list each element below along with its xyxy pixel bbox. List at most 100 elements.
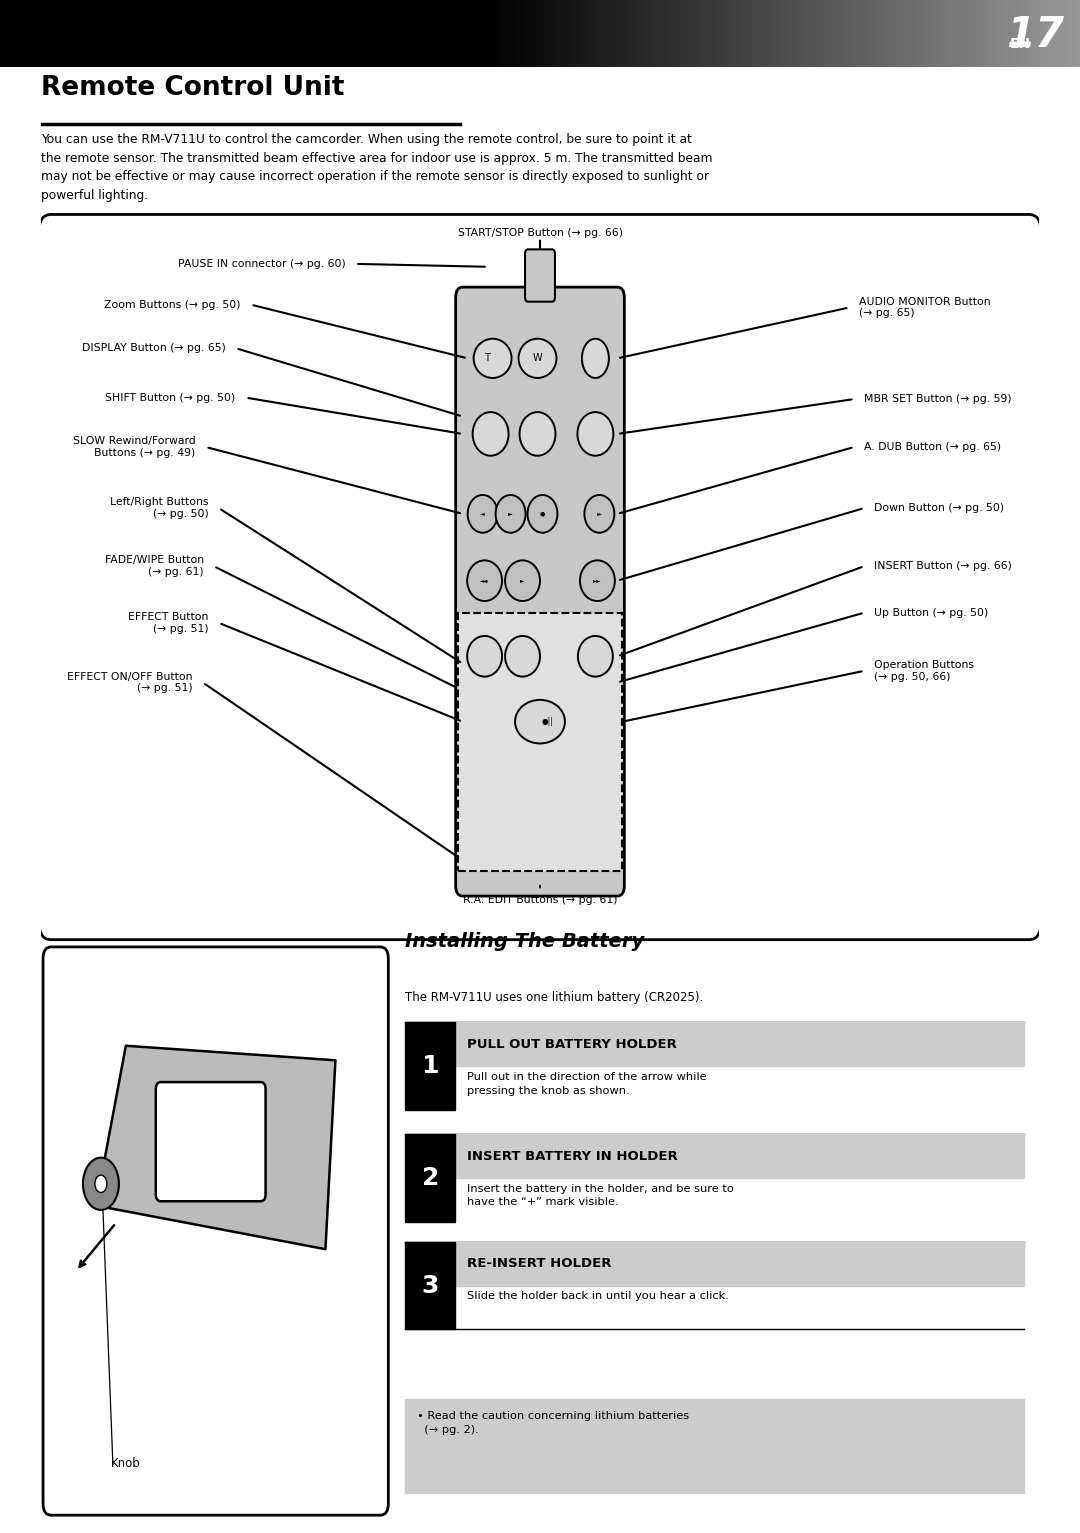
Bar — [1029, 0, 1035, 67]
Bar — [405, 1242, 455, 1329]
Text: INSERT BATTERY IN HOLDER: INSERT BATTERY IN HOLDER — [468, 1150, 678, 1162]
FancyBboxPatch shape — [39, 215, 1041, 940]
Bar — [875, 0, 879, 67]
Bar — [327, 0, 333, 67]
Bar — [630, 0, 635, 67]
Bar — [392, 0, 397, 67]
Bar — [634, 0, 638, 67]
Ellipse shape — [584, 495, 615, 533]
Bar — [1012, 0, 1016, 67]
Bar — [130, 0, 134, 67]
Text: ►: ► — [509, 512, 513, 517]
Bar — [25, 0, 30, 67]
Bar — [986, 0, 991, 67]
Bar — [504, 0, 509, 67]
Text: 1: 1 — [421, 1055, 438, 1078]
Bar — [785, 0, 789, 67]
Bar — [288, 0, 293, 67]
Bar — [11, 0, 15, 67]
Bar — [1069, 0, 1074, 67]
Bar — [302, 0, 307, 67]
Bar — [688, 0, 692, 67]
Text: INSERT Button (→ pg. 66): INSERT Button (→ pg. 66) — [875, 561, 1012, 572]
Bar — [694, 0, 700, 67]
Bar — [594, 0, 598, 67]
Bar — [180, 0, 185, 67]
Text: 17: 17 — [1005, 14, 1064, 57]
Bar — [432, 0, 436, 67]
Bar — [702, 0, 706, 67]
Bar — [921, 0, 927, 67]
Bar — [813, 0, 819, 67]
Bar — [818, 0, 822, 67]
Bar — [137, 0, 141, 67]
Bar — [51, 0, 55, 67]
Bar — [1058, 0, 1063, 67]
Bar — [572, 0, 577, 67]
Bar — [306, 0, 311, 67]
Bar — [54, 0, 58, 67]
Bar — [821, 0, 825, 67]
Bar — [872, 0, 876, 67]
Bar — [295, 0, 300, 67]
Bar — [446, 0, 451, 67]
Text: A. DUB Button (→ pg. 65): A. DUB Button (→ pg. 65) — [864, 442, 1001, 452]
FancyBboxPatch shape — [525, 250, 555, 302]
Bar — [405, 1023, 455, 1110]
Bar — [65, 0, 69, 67]
Bar — [133, 0, 138, 67]
Text: Zoom Buttons (→ pg. 50): Zoom Buttons (→ pg. 50) — [104, 299, 241, 310]
Bar — [738, 0, 743, 67]
Text: ►: ► — [521, 578, 525, 583]
Bar — [893, 0, 897, 67]
Text: T: T — [484, 353, 489, 363]
Bar — [140, 0, 145, 67]
Bar — [278, 0, 282, 67]
Bar — [458, 613, 622, 871]
Bar — [745, 0, 750, 67]
Text: EFFECT Button
(→ pg. 51): EFFECT Button (→ pg. 51) — [129, 612, 208, 633]
Bar — [461, 0, 465, 67]
Text: Operation Buttons
(→ pg. 50, 66): Operation Buttons (→ pg. 50, 66) — [875, 661, 974, 682]
Text: You can use the RM-V711U to control the camcorder. When using the remote control: You can use the RM-V711U to control the … — [41, 133, 713, 201]
Text: ◄: ◄ — [481, 512, 485, 517]
Bar — [774, 0, 779, 67]
Bar — [1055, 0, 1059, 67]
Bar — [370, 0, 376, 67]
Bar — [83, 0, 87, 67]
Bar — [424, 0, 430, 67]
Bar — [767, 0, 771, 67]
Bar — [62, 0, 66, 67]
Bar — [666, 0, 671, 67]
Bar — [554, 0, 559, 67]
Bar — [684, 0, 689, 67]
Bar — [608, 0, 613, 67]
Text: ●||: ●|| — [542, 717, 554, 727]
Bar — [405, 1134, 455, 1222]
Bar — [623, 0, 627, 67]
Bar — [381, 0, 387, 67]
Ellipse shape — [527, 495, 557, 533]
Bar — [475, 0, 480, 67]
Bar — [1008, 0, 1013, 67]
Bar — [734, 0, 739, 67]
Bar — [983, 0, 987, 67]
Bar — [72, 0, 77, 67]
Bar — [778, 0, 782, 67]
Text: Remote Control Unit: Remote Control Unit — [41, 75, 345, 101]
Bar — [526, 0, 530, 67]
Ellipse shape — [582, 339, 609, 379]
Bar — [839, 0, 843, 67]
Bar — [532, 0, 538, 67]
Bar — [659, 0, 663, 67]
Bar — [472, 0, 476, 67]
Bar — [321, 0, 325, 67]
Circle shape — [83, 1157, 119, 1210]
Bar — [494, 0, 498, 67]
Bar — [353, 0, 357, 67]
Bar — [443, 0, 447, 67]
Bar — [256, 0, 260, 67]
Bar — [421, 0, 426, 67]
Bar — [464, 0, 469, 67]
Bar — [964, 0, 970, 67]
